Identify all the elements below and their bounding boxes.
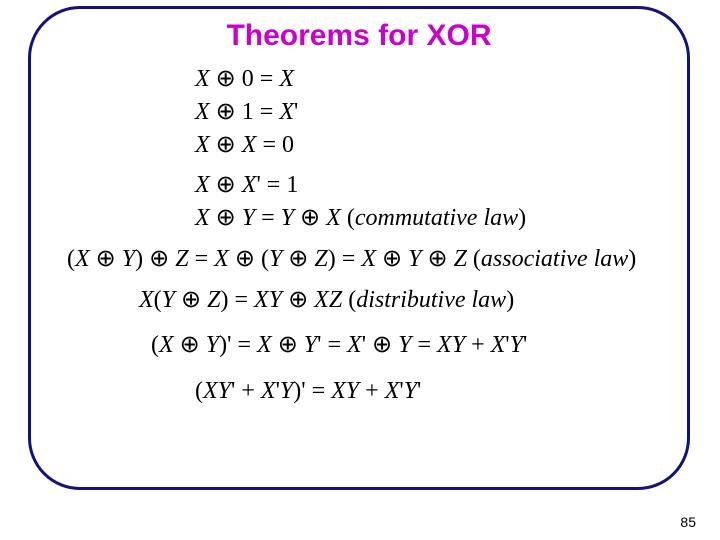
page-number: 85	[680, 514, 696, 530]
equation-line: X ⊕ X' = 1	[195, 173, 651, 198]
slide-frame: Theorems for XOR X ⊕ 0 = XX ⊕ 1 = X'X ⊕ …	[28, 6, 690, 490]
equations-block: X ⊕ 0 = X X ⊕ 1 = X' X ⊕ X = 0 X ⊕ X' = 1 X …	[67, 67, 651, 404]
equation-line: (X ⊕ Y)' = X ⊕ Y' = X' ⊕ Y = XY + X'Y'	[151, 333, 651, 358]
equation-line: (XY' + X'Y)' = XY + X'Y'	[195, 379, 651, 404]
equation-line: X(Y ⊕ Z) = XY ⊕ XZ (distributive law)	[139, 288, 651, 313]
slide-title: Theorems for XOR	[226, 19, 491, 53]
equation-line: X ⊕ 0 = X	[195, 67, 651, 92]
equation-line: (X ⊕ Y) ⊕ Z = X ⊕ (Y ⊕ Z) = X ⊕ Y ⊕ Z (a…	[67, 247, 651, 272]
equation-line: X ⊕ 1 = X'	[195, 100, 651, 125]
equation-line: X ⊕ X = 0	[195, 133, 651, 158]
equation-line: X ⊕ Y = Y ⊕ X (commutative law)	[195, 206, 651, 231]
